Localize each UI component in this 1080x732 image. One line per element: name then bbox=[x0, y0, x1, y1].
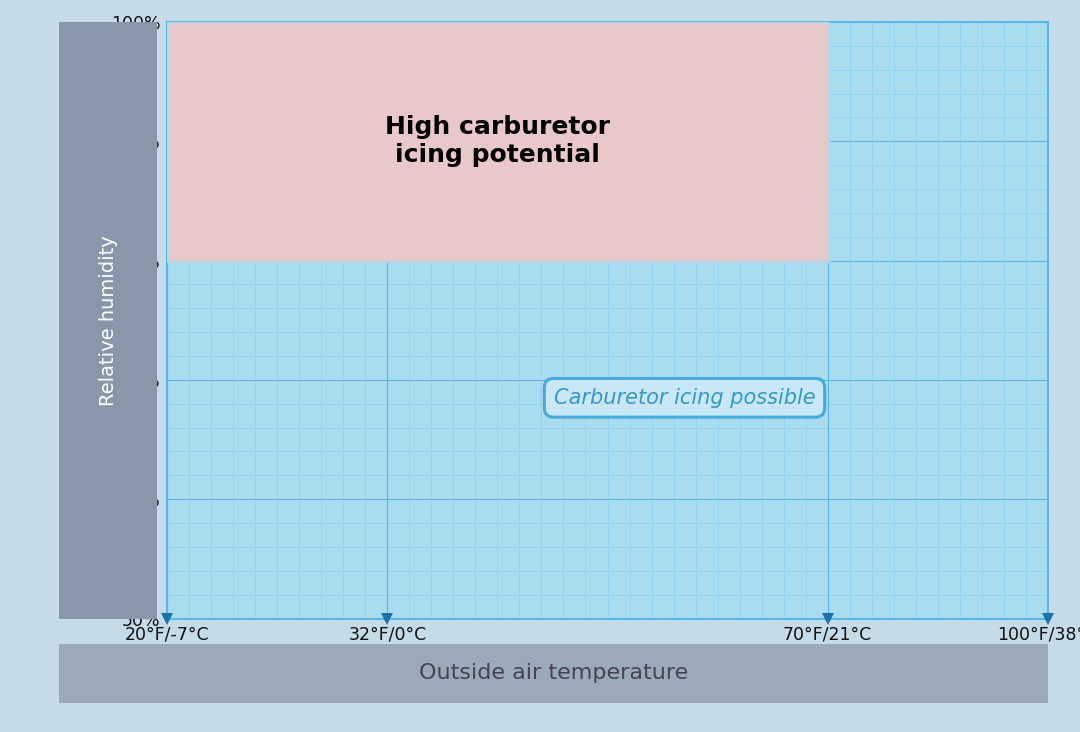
Bar bbox=[167, 22, 827, 261]
Text: Relative humidity: Relative humidity bbox=[98, 235, 118, 406]
Bar bbox=[167, 22, 827, 261]
Text: Carburetor icing possible: Carburetor icing possible bbox=[554, 388, 815, 408]
Text: Outside air temperature: Outside air temperature bbox=[419, 663, 688, 684]
Text: High carburetor
icing potential: High carburetor icing potential bbox=[384, 116, 610, 167]
